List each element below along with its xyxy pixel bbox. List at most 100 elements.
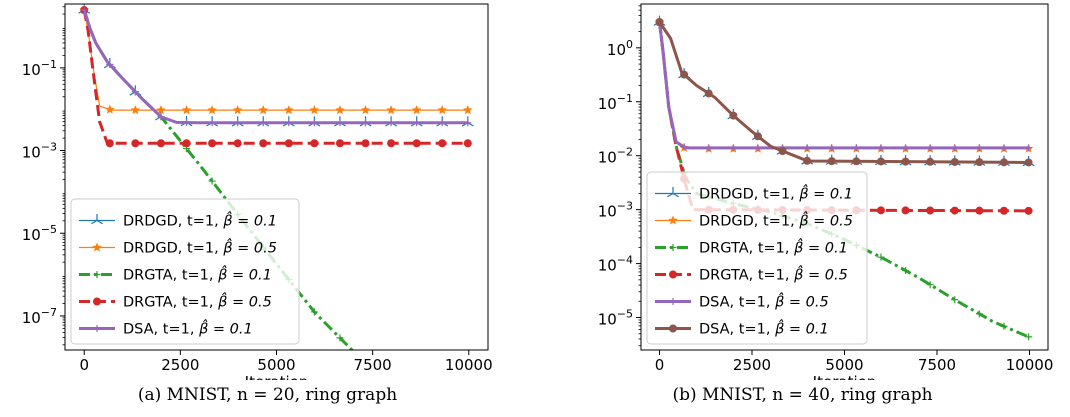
series-marker-b-4 (1000, 144, 1008, 152)
series-marker-a-1 (335, 105, 345, 115)
legend-entry-b-4: DSA, t=1, β̂ = 0.5 (699, 292, 829, 311)
x-tick-label-a: 7500 (354, 356, 392, 374)
series-marker-b-4 (729, 144, 737, 152)
series-marker-a-3 (131, 139, 140, 148)
series-marker-b-5 (655, 18, 664, 27)
x-tick-label-b: 7500 (918, 356, 956, 374)
series-marker-b-4 (1025, 144, 1033, 152)
chart-panel-a: 0 2500 5000 7500 10000 Iteration 10−7 10−5 10−3 1… (22, 3, 493, 405)
series-marker-b-2 (902, 267, 910, 275)
series-marker-a-3 (105, 139, 114, 148)
series-marker-b-3 (876, 206, 885, 215)
series-marker-b-2 (975, 310, 983, 318)
series-marker-b-3 (975, 206, 984, 215)
series-marker-b-5 (704, 89, 713, 98)
series-line-a-0 (83, 9, 469, 124)
series-marker-b-4 (803, 144, 811, 152)
chart-b: 0 2500 5000 7500 10000 Iteration 10−5 10−4 10−3 1… (598, 3, 1054, 391)
series-marker-a-4 (157, 113, 165, 121)
y-tick-label-b: 10−1 (598, 92, 633, 113)
legend-marker-a-3 (93, 297, 101, 306)
series-marker-a-4 (234, 119, 242, 127)
series-marker-b-2 (926, 281, 934, 289)
series-line-a-1 (83, 9, 469, 111)
series-marker-a-4 (464, 119, 472, 127)
series-marker-a-4 (413, 119, 421, 127)
legend-b: DRDGD, t=1, β̂ = 0.1 DRDGD, t=1, β̂ = 0.5… (646, 171, 868, 345)
series-marker-b-4 (828, 144, 836, 152)
series-marker-a-4 (183, 119, 191, 127)
series-marker-a-4 (336, 119, 344, 127)
legend-marker-a-2 (93, 271, 101, 278)
legend-marker-a-4 (93, 325, 101, 332)
series-marker-a-1 (284, 105, 294, 115)
chart-a: 0 2500 5000 7500 10000 Iteration 10−7 10−5 10−3 1… (22, 3, 493, 391)
x-tick-label-b: 2500 (733, 356, 771, 374)
y-tick-label-a: 10−7 (22, 306, 57, 327)
series-marker-a-4 (310, 119, 318, 127)
series-marker-a-1 (207, 105, 217, 115)
x-tick-label-b: 5000 (825, 356, 863, 374)
series-marker-a-1 (181, 105, 192, 115)
series-marker-a-4 (362, 119, 370, 127)
x-tick-label-a: 5000 (257, 356, 295, 374)
y-tick-label-b: 10−5 (598, 308, 633, 329)
series-marker-a-2 (336, 334, 344, 342)
legend-marker-b-3 (669, 270, 677, 279)
series-marker-a-3 (387, 139, 396, 148)
series-line-b-4 (658, 21, 1030, 150)
legend-entry-a-1: DRDGD, t=1, β̂ = 0.5 (123, 238, 277, 257)
series-line-b-1 (658, 22, 1030, 150)
legend-marker-a-1 (92, 242, 102, 252)
series-marker-b-5 (680, 70, 689, 79)
series-marker-a-1 (360, 105, 371, 115)
series-marker-b-5 (729, 111, 738, 120)
series-line-a-3 (82, 9, 469, 145)
series-marker-a-3 (156, 139, 165, 148)
legend-box-b (646, 171, 868, 345)
series-marker-b-4 (877, 144, 885, 152)
series-marker-a-4 (131, 88, 139, 96)
series-marker-b-4 (705, 144, 713, 152)
series-marker-a-4 (438, 119, 446, 127)
x-axis-label-a: Iteration (245, 373, 309, 380)
series-marker-b-3 (901, 206, 910, 215)
series-marker-a-2 (310, 308, 318, 316)
series-marker-a-1 (309, 105, 320, 115)
x-tick-label-a: 0 (79, 356, 89, 374)
series-marker-b-2 (877, 253, 885, 261)
series-marker-b-5 (1024, 158, 1033, 167)
series-marker-b-4 (951, 144, 959, 152)
series-marker-a-1 (437, 105, 447, 115)
plot-area-a (78, 4, 474, 350)
series-marker-b-5 (975, 158, 984, 167)
series-marker-b-4 (680, 143, 688, 151)
series-marker-a-3 (208, 139, 217, 148)
series-marker-b-2 (951, 296, 959, 304)
caption-a: (a) MNIST, n = 20, ring graph (137, 385, 398, 405)
y-tick-label-b: 10−3 (598, 200, 633, 221)
series-marker-b-4 (852, 144, 860, 152)
y-tick-label-b: 10−2 (598, 146, 633, 167)
series-marker-a-4 (106, 61, 114, 69)
series-marker-b-4 (926, 144, 934, 152)
series-marker-a-3 (182, 139, 191, 148)
legend-entry-b-1: DRDGD, t=1, β̂ = 0.5 (699, 211, 853, 230)
series-marker-b-3 (999, 206, 1008, 215)
legend-entry-b-5: DSA, t=1, β̂ = 0.1 (699, 319, 829, 338)
series-marker-b-5 (901, 157, 910, 166)
x-axis-label-b: Iteration (813, 373, 877, 380)
series-marker-b-4 (754, 144, 762, 152)
y-tick-label-b: 10−4 (598, 254, 633, 275)
series-marker-a-1 (386, 105, 396, 115)
series-marker-b-3 (926, 206, 935, 215)
series-marker-a-3 (284, 139, 293, 148)
series-marker-a-3 (335, 139, 344, 148)
series-marker-a-4 (387, 119, 395, 127)
legend-marker-b-0 (667, 187, 679, 198)
x-tick-label-b: 10000 (1006, 356, 1054, 374)
series-marker-a-3 (310, 139, 319, 148)
series-marker-b-2 (1000, 322, 1008, 330)
series-line-b-5 (658, 21, 1030, 164)
series-marker-a-1 (156, 105, 166, 115)
